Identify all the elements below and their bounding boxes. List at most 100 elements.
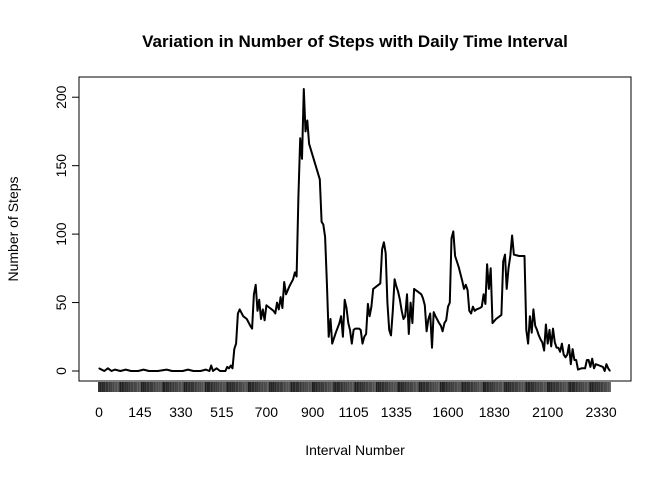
data-point (513, 254, 515, 256)
y-axis: 0 50 100 150 200 (53, 85, 80, 375)
data-point (324, 236, 326, 238)
data-point (354, 327, 356, 330)
data-point (308, 143, 310, 145)
x-tick-label: 330 (169, 404, 193, 420)
data-point (322, 223, 324, 226)
data-point (249, 325, 251, 327)
data-point (171, 370, 173, 372)
data-point (390, 334, 392, 337)
data-point (299, 137, 301, 139)
data-point (555, 347, 558, 349)
data-point (465, 284, 467, 286)
data-point (532, 308, 535, 310)
data-point (114, 369, 116, 371)
data-point (262, 308, 264, 310)
data-point (605, 363, 608, 365)
x-axis: 0 145 330 515 700 900 1105 1335 1600 1830 2100 2330 (95, 404, 617, 420)
data-point (372, 288, 374, 290)
data-point (609, 370, 611, 372)
data-point (383, 241, 385, 243)
data-point (545, 323, 547, 326)
x-tick-label: 515 (210, 404, 234, 420)
x-tick-label: 1830 (479, 404, 510, 420)
data-point (370, 306, 373, 308)
data-point (230, 364, 232, 367)
y-tick-label: 100 (53, 222, 69, 246)
data-point (470, 312, 472, 315)
data-point (274, 312, 276, 315)
y-tick-label: 50 (53, 295, 69, 311)
data-point (251, 327, 253, 330)
data-point (265, 304, 267, 306)
data-point (566, 353, 568, 356)
data-point (466, 289, 469, 291)
data-point (563, 353, 565, 356)
data-point (443, 322, 446, 324)
data-point (461, 280, 463, 282)
data-point (539, 338, 542, 341)
data-point (224, 370, 227, 372)
data-point (500, 314, 502, 316)
data-point (344, 299, 346, 301)
data-point (349, 329, 351, 331)
data-point (258, 299, 260, 301)
data-point (226, 366, 228, 368)
data-point (429, 312, 431, 315)
data-point (531, 332, 533, 334)
data-point (212, 370, 214, 372)
data-point (417, 291, 419, 293)
data-point (548, 329, 551, 331)
x-axis-label: Interval Number (305, 442, 405, 458)
data-point (543, 349, 545, 352)
data-point (395, 285, 397, 287)
x-tick-label: 1105 (339, 404, 369, 420)
data-point (506, 288, 508, 290)
data-point (420, 293, 422, 295)
x-tick-label: 1600 (432, 404, 463, 420)
data-point (98, 367, 100, 369)
data-point (235, 343, 237, 345)
data-point (559, 351, 561, 353)
data-point (269, 307, 271, 309)
data-point (486, 263, 488, 265)
data-point (404, 315, 406, 317)
data-point (231, 367, 234, 369)
data-point (215, 367, 218, 369)
data-point (360, 329, 362, 331)
data-point (479, 307, 481, 309)
series-line (98, 88, 611, 372)
data-point (564, 356, 567, 358)
data-point (351, 343, 353, 345)
data-point (433, 311, 435, 313)
data-point (427, 318, 429, 320)
data-point (577, 369, 579, 371)
data-point (557, 347, 559, 349)
data-point (319, 178, 321, 180)
data-point (187, 369, 189, 371)
data-point (331, 343, 333, 345)
data-point (507, 267, 510, 269)
data-point (296, 275, 298, 278)
data-point (199, 370, 202, 372)
data-point (340, 315, 342, 317)
data-point (263, 319, 266, 321)
data-point (406, 293, 408, 295)
data-point (472, 306, 474, 308)
data-point (547, 343, 549, 345)
data-point (504, 254, 506, 256)
data-point (463, 288, 465, 290)
x-tick-label: 1335 (381, 404, 412, 420)
data-point (182, 370, 184, 372)
data-point (386, 301, 389, 304)
data-point (607, 367, 609, 369)
data-point (228, 367, 230, 369)
data-point (595, 363, 597, 365)
data-point (103, 370, 105, 372)
data-point (523, 255, 526, 257)
data-point (481, 306, 483, 308)
data-point (434, 315, 437, 317)
data-point (426, 330, 428, 332)
data-point (363, 336, 365, 338)
data-point (285, 293, 287, 295)
